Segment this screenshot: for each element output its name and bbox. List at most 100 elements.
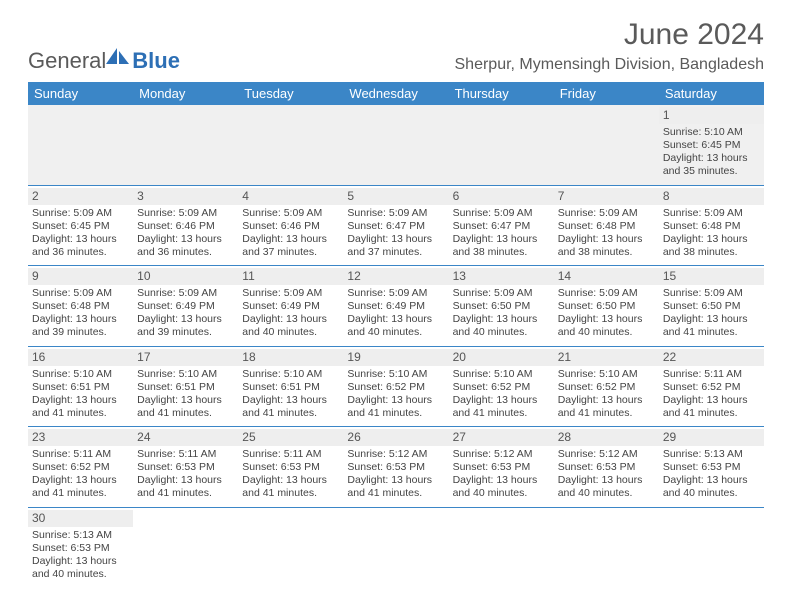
- day-number: 24: [133, 429, 238, 446]
- day-details: Sunrise: 5:11 AMSunset: 6:52 PMDaylight:…: [663, 368, 760, 421]
- day-details: Sunrise: 5:12 AMSunset: 6:53 PMDaylight:…: [558, 448, 655, 501]
- calendar-cell: 6Sunrise: 5:09 AMSunset: 6:47 PMDaylight…: [449, 185, 554, 266]
- day-number: 13: [449, 268, 554, 285]
- month-title: June 2024: [455, 18, 765, 52]
- day-details: Sunrise: 5:10 AMSunset: 6:52 PMDaylight:…: [453, 368, 550, 421]
- calendar-cell: [659, 507, 764, 587]
- calendar-cell: 22 Sunrise: 5:11 AMSunset: 6:52 PMDayligh…: [659, 346, 764, 427]
- day-header: Saturday: [659, 82, 764, 105]
- calendar-cell: [133, 507, 238, 587]
- day-number: 4: [238, 188, 343, 205]
- day-details: Sunrise: 5:12 AMSunset: 6:53 PMDaylight:…: [453, 448, 550, 501]
- day-details: Sunrise: 5:09 AMSunset: 6:49 PMDaylight:…: [242, 287, 339, 340]
- day-number: 15: [659, 268, 764, 285]
- day-details: Sunrise: 5:10 AMSunset: 6:52 PMDaylight:…: [558, 368, 655, 421]
- day-details: Sunrise: 5:11 AMSunset: 6:53 PMDaylight:…: [137, 448, 234, 501]
- header: General Blue June 2024 Sherpur, Mymensin…: [28, 18, 764, 74]
- calendar-cell: 1 Sunrise: 5:10 AMSunset: 6:45 PMDaylight…: [659, 105, 764, 185]
- calendar-cell: 16 Sunrise: 5:10 AMSunset: 6:51 PMDayligh…: [28, 346, 133, 427]
- day-number: 2: [28, 188, 133, 205]
- day-number: 29: [659, 429, 764, 446]
- day-details: Sunrise: 5:09 AMSunset: 6:47 PMDaylight:…: [347, 207, 444, 260]
- day-details: Sunrise: 5:09 AMSunset: 6:49 PMDaylight:…: [137, 287, 234, 340]
- day-number: 14: [554, 268, 659, 285]
- day-number: 28: [554, 429, 659, 446]
- calendar-header-row: SundayMondayTuesdayWednesdayThursdayFrid…: [28, 82, 764, 105]
- calendar-cell: [133, 105, 238, 185]
- day-number: 19: [343, 349, 448, 366]
- calendar-table: SundayMondayTuesdayWednesdayThursdayFrid…: [28, 82, 764, 587]
- day-details: Sunrise: 5:09 AMSunset: 6:50 PMDaylight:…: [453, 287, 550, 340]
- calendar-cell: 30Sunrise: 5:13 AMSunset: 6:53 PMDayligh…: [28, 507, 133, 587]
- calendar-cell: 21Sunrise: 5:10 AMSunset: 6:52 PMDayligh…: [554, 346, 659, 427]
- calendar-cell: 5 Sunrise: 5:09 AMSunset: 6:47 PMDaylight…: [343, 185, 448, 266]
- calendar-cell: 27Sunrise: 5:12 AMSunset: 6:53 PMDayligh…: [449, 427, 554, 508]
- day-number: 9: [28, 268, 133, 285]
- day-number: 6: [449, 188, 554, 205]
- day-details: Sunrise: 5:10 AMSunset: 6:51 PMDaylight:…: [32, 368, 129, 421]
- calendar-cell: 12Sunrise: 5:09 AMSunset: 6:49 PMDayligh…: [343, 266, 448, 347]
- calendar-cell: 28 Sunrise: 5:12 AMSunset: 6:53 PMDayligh…: [554, 427, 659, 508]
- calendar-body: 1 Sunrise: 5:10 AMSunset: 6:45 PMDaylight…: [28, 105, 764, 587]
- day-number: 20: [449, 349, 554, 366]
- calendar-cell: 11 Sunrise: 5:09 AMSunset: 6:49 PMDayligh…: [238, 266, 343, 347]
- day-details: Sunrise: 5:09 AMSunset: 6:50 PMDaylight:…: [558, 287, 655, 340]
- calendar-cell: 18Sunrise: 5:10 AMSunset: 6:51 PMDayligh…: [238, 346, 343, 427]
- calendar-cell: 3Sunrise: 5:09 AMSunset: 6:46 PMDaylight…: [133, 185, 238, 266]
- calendar-cell: 29 Sunrise: 5:13 AMSunset: 6:53 PMDayligh…: [659, 427, 764, 508]
- calendar-cell: [238, 105, 343, 185]
- calendar-cell: 23 Sunrise: 5:11 AMSunset: 6:52 PMDayligh…: [28, 427, 133, 508]
- logo-text-general: General: [28, 48, 106, 74]
- day-number: 11: [238, 268, 343, 285]
- day-number: 10: [133, 268, 238, 285]
- day-details: Sunrise: 5:11 AMSunset: 6:53 PMDaylight:…: [242, 448, 339, 501]
- day-number: 25: [238, 429, 343, 446]
- calendar-cell: 24 Sunrise: 5:11 AMSunset: 6:53 PMDayligh…: [133, 427, 238, 508]
- calendar-cell: 4 Sunrise: 5:09 AMSunset: 6:46 PMDaylight…: [238, 185, 343, 266]
- day-number: 1: [659, 107, 764, 124]
- logo: General Blue: [28, 48, 180, 74]
- day-number: 5: [343, 188, 448, 205]
- day-number: 8: [659, 188, 764, 205]
- calendar-cell: 20 Sunrise: 5:10 AMSunset: 6:52 PMDayligh…: [449, 346, 554, 427]
- calendar-cell: 14 Sunrise: 5:09 AMSunset: 6:50 PMDayligh…: [554, 266, 659, 347]
- day-details: Sunrise: 5:13 AMSunset: 6:53 PMDaylight:…: [663, 448, 760, 501]
- day-number: 16: [28, 349, 133, 366]
- sail-icon: [106, 48, 130, 64]
- calendar-cell: 7Sunrise: 5:09 AMSunset: 6:48 PMDaylight…: [554, 185, 659, 266]
- day-details: Sunrise: 5:10 AMSunset: 6:51 PMDaylight:…: [137, 368, 234, 421]
- day-details: Sunrise: 5:09 AMSunset: 6:50 PMDaylight:…: [663, 287, 760, 340]
- day-details: Sunrise: 5:10 AMSunset: 6:51 PMDaylight:…: [242, 368, 339, 421]
- calendar-cell: [449, 507, 554, 587]
- day-number: 3: [133, 188, 238, 205]
- calendar-cell: [28, 105, 133, 185]
- calendar-cell: [343, 105, 448, 185]
- day-number: 23: [28, 429, 133, 446]
- calendar-cell: 17Sunrise: 5:10 AMSunset: 6:51 PMDayligh…: [133, 346, 238, 427]
- day-details: Sunrise: 5:09 AMSunset: 6:48 PMDaylight:…: [663, 207, 760, 260]
- day-details: Sunrise: 5:09 AMSunset: 6:46 PMDaylight:…: [242, 207, 339, 260]
- calendar-cell: 15 Sunrise: 5:09 AMSunset: 6:50 PMDayligh…: [659, 266, 764, 347]
- calendar-cell: 2 Sunrise: 5:09 AMSunset: 6:45 PMDaylight…: [28, 185, 133, 266]
- day-details: Sunrise: 5:09 AMSunset: 6:48 PMDaylight:…: [32, 287, 129, 340]
- calendar-cell: 25 Sunrise: 5:11 AMSunset: 6:53 PMDayligh…: [238, 427, 343, 508]
- day-details: Sunrise: 5:11 AMSunset: 6:52 PMDaylight:…: [32, 448, 129, 501]
- calendar-cell: [343, 507, 448, 587]
- day-details: Sunrise: 5:10 AMSunset: 6:45 PMDaylight:…: [663, 126, 760, 179]
- day-header: Wednesday: [343, 82, 448, 105]
- day-details: Sunrise: 5:09 AMSunset: 6:45 PMDaylight:…: [32, 207, 129, 260]
- day-header: Sunday: [28, 82, 133, 105]
- day-number: 12: [343, 268, 448, 285]
- day-details: Sunrise: 5:13 AMSunset: 6:53 PMDaylight:…: [32, 529, 129, 582]
- calendar-cell: 9 Sunrise: 5:09 AMSunset: 6:48 PMDaylight…: [28, 266, 133, 347]
- day-number: 26: [343, 429, 448, 446]
- calendar-cell: [554, 105, 659, 185]
- calendar-cell: [449, 105, 554, 185]
- title-block: June 2024 Sherpur, Mymensingh Division, …: [455, 18, 765, 74]
- calendar-cell: 19Sunrise: 5:10 AMSunset: 6:52 PMDayligh…: [343, 346, 448, 427]
- day-number: 7: [554, 188, 659, 205]
- day-number: 22: [659, 349, 764, 366]
- calendar-cell: 13 Sunrise: 5:09 AMSunset: 6:50 PMDayligh…: [449, 266, 554, 347]
- location: Sherpur, Mymensingh Division, Bangladesh: [455, 56, 765, 74]
- calendar-cell: 26Sunrise: 5:12 AMSunset: 6:53 PMDayligh…: [343, 427, 448, 508]
